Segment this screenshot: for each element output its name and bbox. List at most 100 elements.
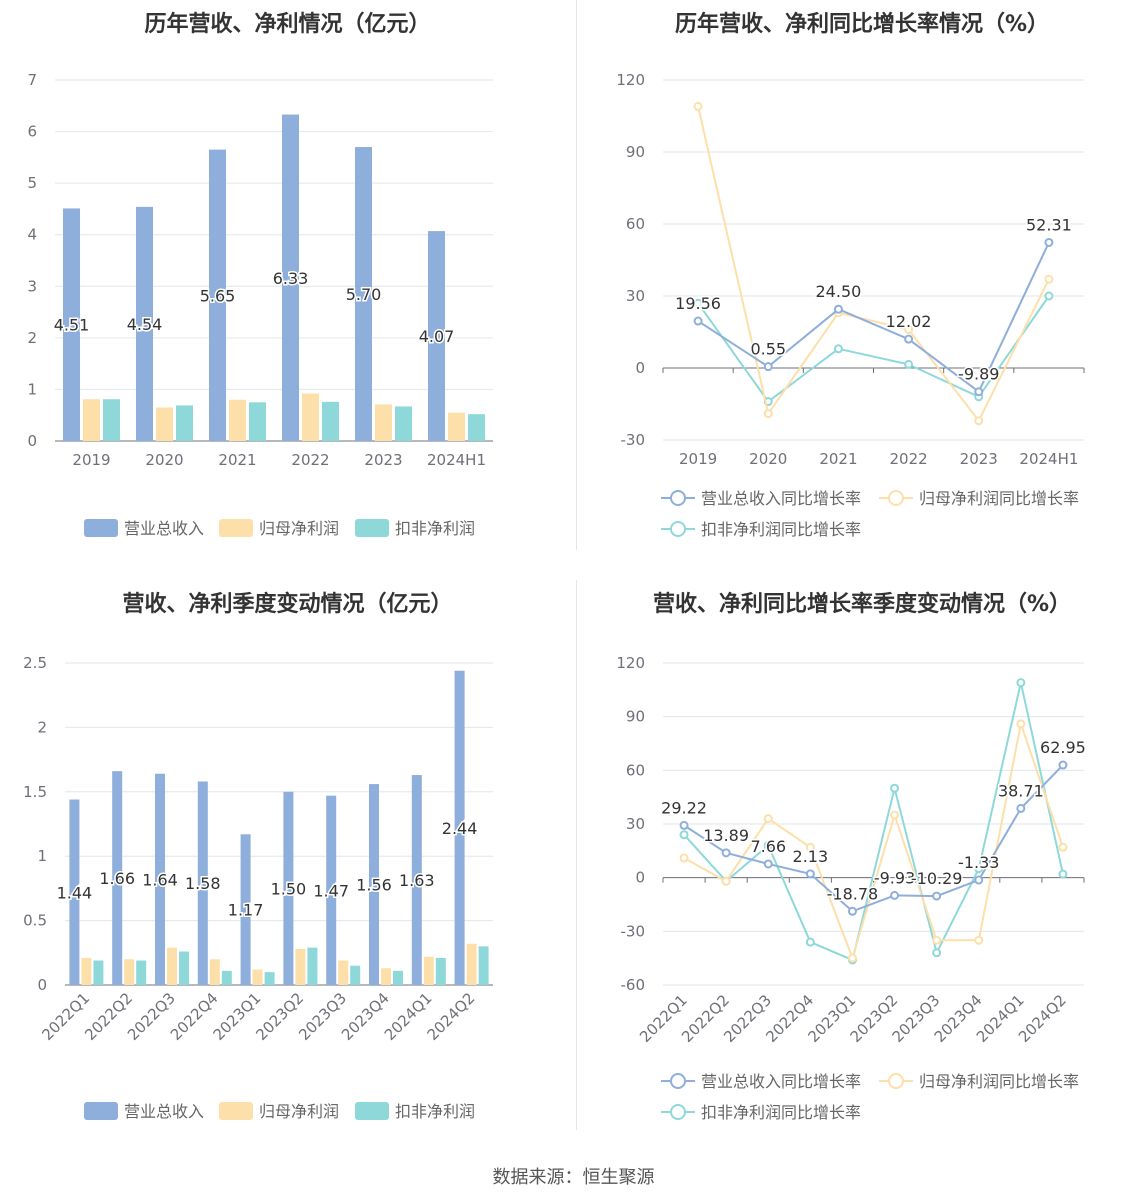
legend-label: 扣非净利润同比增长率 xyxy=(701,520,861,539)
legend-item[interactable]: 归母净利润同比增长率 xyxy=(879,489,1079,508)
legend-item[interactable]: 扣非净利润同比增长率 xyxy=(661,520,861,539)
bar xyxy=(381,968,391,985)
legend-item[interactable]: 归母净利润同比增长率 xyxy=(879,1072,1079,1091)
legend-label: 归母净利润 xyxy=(259,1102,339,1121)
data-point xyxy=(679,820,689,830)
data-point xyxy=(693,316,703,326)
x-tick-label: 2019 xyxy=(679,450,717,468)
bar xyxy=(124,959,135,985)
legend-item[interactable]: 扣非净利润 xyxy=(355,1102,475,1121)
data-label: -10.29 xyxy=(911,869,963,888)
data-label: 0.55 xyxy=(750,340,786,359)
data-point xyxy=(847,953,857,963)
data-point xyxy=(763,814,773,824)
data-point xyxy=(1058,760,1068,770)
chart-svg: 00.511.522.52022Q12022Q22022Q32022Q42023… xyxy=(23,654,493,1121)
y-tick-label: 120 xyxy=(616,71,645,89)
data-point xyxy=(1044,237,1054,247)
legend-swatch-marker xyxy=(670,521,686,537)
bar xyxy=(240,834,251,985)
data-point xyxy=(974,387,984,397)
data-point xyxy=(805,937,815,947)
data-point xyxy=(890,783,900,793)
legend-item[interactable]: 扣非净利润同比增长率 xyxy=(661,1103,861,1122)
data-point xyxy=(1016,719,1026,729)
bar xyxy=(103,399,120,441)
x-tick-label: 2023 xyxy=(364,451,402,469)
y-tick-label: 6 xyxy=(27,123,37,141)
y-tick-label: 0 xyxy=(27,432,37,450)
data-label: 4.54 xyxy=(127,315,163,334)
data-point xyxy=(763,362,773,372)
data-label: 1.63 xyxy=(399,871,435,890)
data-point xyxy=(833,344,843,354)
legend-item[interactable]: 营业总收入 xyxy=(84,519,204,538)
source-note: 数据来源：恒生聚源 xyxy=(492,1167,655,1188)
y-tick-label: 60 xyxy=(626,761,645,779)
x-tick-label: 2022 xyxy=(291,451,329,469)
bar xyxy=(252,969,263,985)
legend-item[interactable]: 扣非净利润 xyxy=(355,519,475,538)
data-label: 38.71 xyxy=(998,781,1044,800)
y-tick-label: 1.5 xyxy=(23,783,47,801)
y-tick-label: -30 xyxy=(621,431,646,449)
data-point xyxy=(974,875,984,885)
legend-item[interactable]: 营业总收入同比增长率 xyxy=(661,1072,861,1091)
chart-svg: 0 1 2 3 4 5 6 7 2019 2020 2021 2022 2023 2024H1 4.51 4.… xyxy=(27,71,493,538)
vertical-divider xyxy=(576,0,577,550)
bar xyxy=(375,404,392,441)
bar xyxy=(155,773,165,985)
bar xyxy=(136,206,153,441)
legend-label: 营业总收入 xyxy=(124,1102,204,1121)
chart-quarterly-growth-rate: 营收、净利同比增长率季度变动情况（%） -60 -30 0 30 60 90 120 2022… xyxy=(577,580,1147,1140)
y-tick-label: 0 xyxy=(37,976,47,994)
data-point xyxy=(763,409,773,419)
bar xyxy=(338,960,349,985)
y-tick-label: -30 xyxy=(621,922,646,940)
legend-label: 扣非净利润 xyxy=(395,519,475,538)
legend-label: 扣非净利润同比增长率 xyxy=(701,1103,861,1122)
data-point xyxy=(1058,842,1068,852)
bar xyxy=(81,957,92,985)
x-tick-label: 2021 xyxy=(819,450,857,468)
data-label: 2.44 xyxy=(442,819,478,838)
y-tick-label: 2.5 xyxy=(23,654,47,672)
data-label: 4.07 xyxy=(419,327,455,346)
legend-swatch xyxy=(84,1102,118,1120)
series-line xyxy=(683,719,1064,962)
data-label: 19.56 xyxy=(675,294,721,313)
data-point xyxy=(763,840,773,850)
data-point xyxy=(1016,678,1026,688)
data-label: 62.95 xyxy=(1040,738,1086,757)
bar xyxy=(249,402,266,441)
x-tick-label: 2024Q2 xyxy=(424,989,479,1044)
bar xyxy=(411,775,422,985)
data-point xyxy=(679,853,689,863)
y-tick-label: 90 xyxy=(626,708,645,726)
data-point xyxy=(904,334,914,344)
data-label: 52.31 xyxy=(1026,215,1072,234)
data-label: 5.65 xyxy=(200,286,236,305)
x-tick-label: 2019 xyxy=(72,451,110,469)
legend-swatch-marker xyxy=(670,490,686,506)
legend-item[interactable]: 营业总收入同比增长率 xyxy=(661,489,861,508)
legend-label: 归母净利润同比增长率 xyxy=(919,1072,1079,1091)
data-point xyxy=(890,810,900,820)
x-tick-label: 2020 xyxy=(749,450,787,468)
bar xyxy=(83,399,100,441)
data-label: 7.66 xyxy=(750,837,786,856)
bar xyxy=(283,791,294,985)
legend-item[interactable]: 营业总收入 xyxy=(84,1102,204,1121)
y-tick-label: 2 xyxy=(37,718,47,736)
data-label: 2.13 xyxy=(793,847,829,866)
data-label: -18.78 xyxy=(827,884,879,903)
bar xyxy=(209,149,226,441)
data-label: 12.02 xyxy=(886,312,932,331)
legend-swatch-marker xyxy=(888,1073,904,1089)
legend-item[interactable]: 归母净利润 xyxy=(219,519,339,538)
bar xyxy=(197,781,208,985)
bar xyxy=(478,946,489,985)
data-point xyxy=(847,906,857,916)
legend-item[interactable]: 归母净利润 xyxy=(219,1102,339,1121)
data-label: 1.64 xyxy=(142,870,178,889)
